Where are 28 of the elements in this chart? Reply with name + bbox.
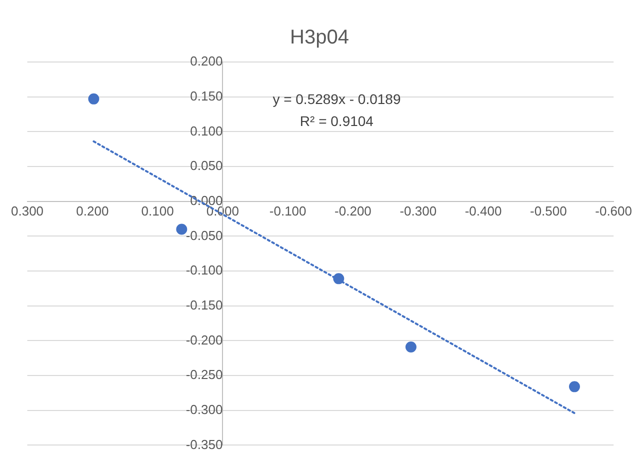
y-tick-label: -0.150 [186, 297, 223, 312]
y-tick-label: 0.100 [190, 123, 223, 138]
x-tick-label: 0.100 [141, 204, 174, 219]
y-tick-label: -0.350 [186, 436, 223, 452]
y-tick-label: -0.300 [186, 402, 223, 417]
y-tick-label: 0.050 [190, 158, 223, 174]
y-tick-label: -0.050 [186, 228, 223, 243]
chart-title: H3p04 [290, 26, 349, 49]
x-tick-label: -0.600 [595, 204, 632, 219]
x-tick-label: -0.400 [464, 204, 502, 219]
x-tick-label: 0.300 [10, 204, 44, 219]
annotation: y = 0.5289x - 0.0189 [272, 91, 401, 107]
y-tick-label: 0.200 [190, 54, 223, 69]
x-tick-label: 0.200 [76, 204, 109, 219]
point [405, 341, 416, 352]
point [333, 273, 344, 284]
x-tick-label: -0.200 [334, 204, 372, 219]
y-tick-label: -0.100 [186, 262, 223, 278]
x-tick-label: -0.500 [530, 204, 567, 219]
y-tick-label: 0.150 [190, 88, 223, 104]
annotation: R² = 0.9104 [300, 113, 374, 129]
y-tick-label: -0.200 [186, 332, 223, 348]
point [88, 93, 100, 104]
x-tick-label: -0.300 [400, 204, 437, 219]
point [568, 381, 580, 392]
point [176, 224, 188, 235]
y-tick-label: -0.250 [186, 367, 223, 382]
x-tick-label: -0.100 [269, 204, 306, 219]
